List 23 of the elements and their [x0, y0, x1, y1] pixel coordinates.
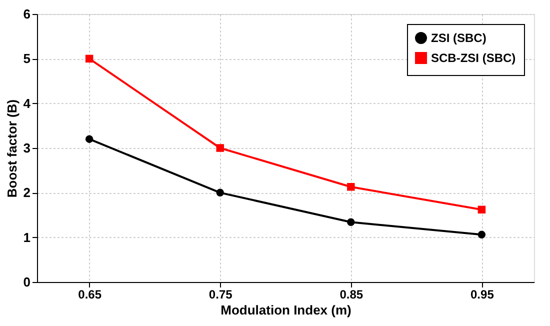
y-tick-label: 0 — [23, 274, 30, 290]
x-tick-label: 0.65 — [78, 288, 102, 302]
x-tick-label: 0.85 — [340, 288, 364, 302]
point — [347, 218, 355, 226]
point — [478, 206, 486, 214]
y-tick-label: 2 — [23, 185, 30, 200]
point — [85, 135, 94, 143]
y-tick-label: 6 — [23, 6, 30, 22]
point — [85, 54, 94, 63]
x-tick-label: 0.75 — [208, 288, 233, 302]
point — [478, 230, 486, 239]
y-tick-label: 1 — [23, 230, 30, 245]
point — [216, 188, 224, 197]
x-axis-title: Modulation Index (m) — [220, 302, 352, 318]
y-axis-title: Boost factor (B) — [4, 99, 20, 198]
y-tick-label: 5 — [23, 51, 30, 66]
point — [216, 144, 224, 152]
x-tick-label: 0.95 — [470, 288, 494, 302]
point — [347, 182, 355, 191]
legend-label: SCB-ZSI (SBC) — [431, 51, 516, 65]
legend-label: ZSI (SBC) — [431, 31, 486, 45]
y-tick-label: 3 — [23, 140, 30, 156]
y-tick-label: 4 — [23, 96, 32, 111]
